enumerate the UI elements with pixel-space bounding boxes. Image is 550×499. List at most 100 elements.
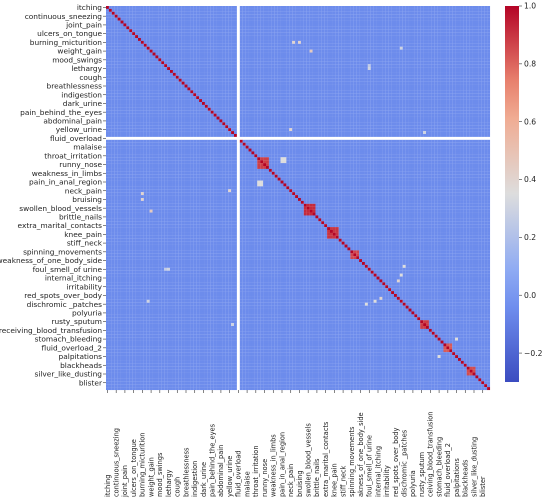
heatmap-cell (239, 84, 243, 88)
heatmap-cell (225, 61, 229, 65)
heatmap-cell (210, 35, 214, 39)
heatmap-cell (263, 61, 267, 65)
heatmap-cell (373, 67, 377, 71)
heatmap-cell (466, 99, 470, 103)
heatmap-cell (487, 90, 491, 94)
heatmap-cell (236, 87, 240, 91)
heatmap-cell (452, 107, 456, 111)
heatmap-cell (225, 6, 229, 9)
heatmap-cell (362, 104, 365, 108)
heatmap-cell (394, 87, 397, 91)
heatmap-cell (379, 70, 383, 73)
heatmap-cell (280, 110, 284, 114)
heatmap-cell (452, 17, 456, 21)
heatmap-cell (289, 49, 293, 53)
heatmap-cell (370, 38, 374, 41)
heatmap-cell (234, 84, 237, 88)
heatmap-cell (155, 11, 159, 15)
heatmap-cell (295, 38, 299, 41)
heatmap-cell (216, 29, 220, 33)
heatmap-cell (228, 58, 232, 62)
heatmap-cell (396, 38, 400, 41)
heatmap-cell (420, 75, 424, 79)
heatmap-cell (455, 43, 459, 47)
heatmap-cell (458, 58, 461, 62)
heatmap-cell (120, 55, 124, 59)
heatmap-cell (376, 11, 380, 15)
heatmap-cell (426, 102, 429, 105)
heatmap-cell (472, 26, 476, 30)
heatmap-cell (167, 40, 171, 44)
heatmap-cell (373, 61, 377, 65)
heatmap-cell (484, 58, 488, 62)
heatmap-cell (362, 87, 365, 91)
heatmap-cell (315, 93, 319, 97)
heatmap-cell (242, 87, 246, 91)
heatmap-cell (487, 35, 491, 39)
heatmap-cell (437, 49, 441, 53)
heatmap-cell (315, 23, 319, 27)
heatmap-cell (487, 107, 491, 111)
heatmap-cell (327, 61, 331, 65)
heatmap-cell (257, 11, 261, 15)
heatmap-cell (350, 38, 354, 41)
heatmap-cell (135, 81, 139, 85)
heatmap-cell (417, 87, 421, 91)
heatmap-cell (245, 113, 249, 117)
heatmap-cell (228, 70, 232, 73)
heatmap-cell (140, 20, 144, 24)
heatmap-cell (431, 46, 435, 50)
heatmap-cell (414, 75, 418, 79)
heatmap-cell (266, 52, 269, 56)
heatmap-cell (193, 102, 197, 105)
heatmap-cell (452, 11, 456, 15)
heatmap-cell (210, 81, 214, 85)
heatmap-cell (487, 11, 491, 15)
heatmap-cell (315, 29, 319, 33)
heatmap-cell (219, 90, 223, 94)
heatmap-cell (394, 67, 397, 71)
heatmap-cell (481, 11, 485, 15)
heatmap-cell (350, 84, 354, 88)
heatmap-cell (204, 96, 208, 100)
heatmap-cell (338, 46, 342, 50)
heatmap-cell (170, 104, 173, 108)
heatmap-cell (236, 102, 240, 105)
heatmap-cell (222, 61, 226, 65)
heatmap-cell (321, 99, 325, 103)
heatmap-cell (405, 8, 409, 12)
heatmap-cell (213, 113, 217, 117)
heatmap-cell (231, 8, 235, 12)
heatmap-cell (199, 90, 203, 94)
heatmap-cell (405, 58, 409, 62)
heatmap-cell (289, 102, 293, 105)
heatmap-cell (178, 35, 182, 39)
heatmap-cell (452, 58, 456, 62)
heatmap-cell (408, 46, 412, 50)
heatmap-cell (135, 20, 139, 24)
heatmap-cell (443, 61, 447, 65)
heatmap-cell (234, 104, 237, 108)
heatmap-cell (396, 61, 400, 65)
heatmap-cell (335, 84, 339, 88)
heatmap-cell (257, 40, 261, 44)
heatmap-cell (126, 49, 130, 53)
heatmap-cell (298, 35, 301, 39)
heatmap-cell (449, 104, 453, 108)
heatmap-cell (254, 14, 258, 18)
heatmap-cell (396, 17, 400, 21)
heatmap-cell (295, 93, 299, 97)
heatmap-cell (338, 61, 342, 65)
heatmap-cell (370, 93, 374, 97)
heatmap-cell (484, 90, 488, 94)
heatmap-cell (152, 40, 156, 44)
heatmap-cell (428, 17, 432, 21)
heatmap-cell (286, 29, 290, 33)
heatmap-cell (132, 107, 136, 111)
heatmap-cell (239, 26, 243, 30)
heatmap-cell (175, 96, 179, 100)
heatmap-cell (373, 17, 377, 21)
heatmap-cell (257, 26, 261, 30)
heatmap-cell (228, 78, 232, 82)
heatmap-cell (120, 96, 124, 100)
